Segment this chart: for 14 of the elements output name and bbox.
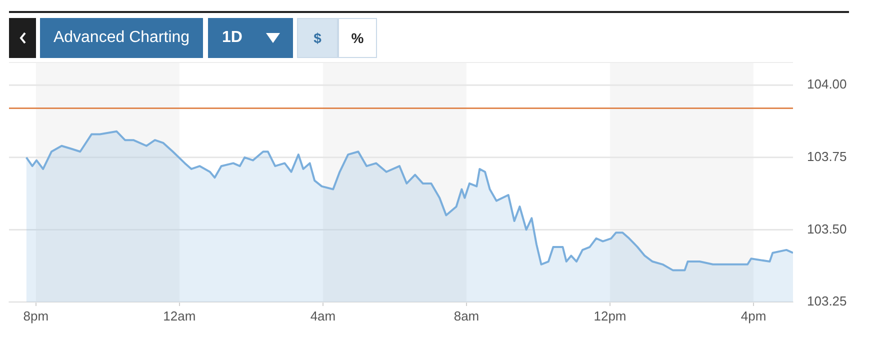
text: 1D [222, 29, 242, 47]
text: Advanced Charting [40, 18, 203, 58]
text: % [338, 18, 377, 58]
y-tick-label: 103.50 [807, 221, 847, 236]
x-tick-label: 12pm [594, 308, 626, 324]
x-tick-label: 8pm [23, 308, 49, 324]
x-tick-label: 12am [163, 308, 196, 324]
y-tick-label: 103.75 [807, 149, 847, 164]
text: $ [297, 18, 338, 58]
x-tick-label: 8am [454, 308, 480, 324]
y-tick-label: 103.25 [807, 294, 847, 309]
y-tick-label: 104.00 [807, 76, 847, 92]
x-tick-label: 4am [310, 308, 336, 324]
x-tick-label: 4pm [740, 308, 766, 324]
